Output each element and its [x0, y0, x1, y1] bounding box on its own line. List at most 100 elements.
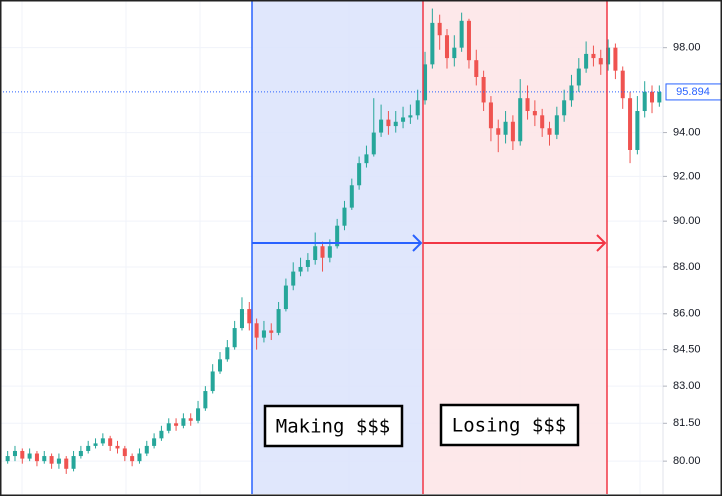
candle-body: [27, 453, 32, 459]
y-tick-label: 90.00: [673, 215, 701, 227]
candle-body: [239, 309, 244, 329]
candle-body: [130, 456, 135, 462]
candle-body: [298, 266, 303, 272]
candle-body: [510, 121, 515, 142]
candle-body: [606, 47, 611, 65]
candle-body: [518, 98, 523, 142]
candle-body: [64, 458, 69, 469]
candle-body: [576, 68, 581, 86]
candle-body: [71, 456, 76, 469]
candle-body: [320, 246, 325, 258]
candle-body: [174, 423, 179, 426]
candle-body: [386, 119, 391, 127]
candle-body: [547, 128, 552, 135]
candle-body: [181, 418, 186, 426]
annotation: Losing $$$: [452, 415, 566, 437]
candle-body: [225, 347, 230, 360]
candle-body: [115, 445, 120, 449]
candle-body: [525, 98, 530, 112]
candle-body: [261, 330, 266, 338]
candle-body: [635, 111, 640, 150]
y-tick-label: 98.00: [673, 42, 701, 54]
candle-body: [393, 121, 398, 127]
y-tick-label: 94.00: [673, 126, 701, 138]
candle-body: [613, 47, 618, 71]
candle-body: [591, 53, 596, 59]
candle-body: [554, 115, 559, 135]
candle-body: [620, 70, 625, 99]
candle-body: [108, 438, 113, 446]
y-tick-label: 81.50: [673, 417, 701, 429]
candle-body: [283, 285, 288, 310]
candle-body: [78, 450, 83, 457]
candle-body: [196, 408, 201, 421]
candle-body: [642, 91, 647, 112]
candle-body: [327, 246, 332, 258]
candle-body: [371, 132, 376, 155]
candle-body: [379, 119, 384, 133]
candle-body: [474, 60, 479, 77]
candle-body: [144, 445, 149, 454]
annotation: Making $$$: [276, 416, 390, 438]
candle-body: [342, 207, 347, 226]
candle-body: [254, 323, 259, 338]
candle-body: [628, 98, 633, 150]
candle-body: [401, 117, 406, 122]
candle-body: [210, 371, 215, 392]
candle-body: [166, 423, 171, 431]
candle-body: [349, 185, 354, 208]
candle-body: [657, 91, 662, 103]
candle-body: [269, 330, 274, 333]
candle-body: [335, 225, 340, 247]
y-tick-label: 92.00: [673, 170, 701, 182]
making-box: Making $$$: [263, 404, 404, 448]
candle-body: [481, 76, 486, 103]
candle-body: [152, 438, 157, 446]
y-tick-label: 84.50: [673, 344, 701, 356]
candle-body: [203, 391, 208, 409]
candle-body: [217, 359, 223, 372]
y-axis: 80.00 81.50 83.00 84.50 86.00 88.00 90.00 92.00…: [663, 42, 722, 467]
candle-body: [452, 47, 457, 59]
candle-body: [569, 85, 574, 101]
candle-body: [437, 22, 442, 36]
making-arrow: [252, 234, 423, 252]
candle-body: [188, 418, 193, 421]
candle-body: [540, 115, 545, 129]
candle-body: [466, 20, 471, 61]
candle-body: [444, 35, 450, 59]
price-axis: [663, 0, 722, 496]
candle-body: [584, 53, 589, 69]
candle-body: [503, 121, 508, 135]
candle-body: [459, 20, 464, 48]
candle-body: [137, 453, 142, 462]
losing-arrow: [423, 234, 607, 252]
arrow-head: [412, 234, 423, 252]
candle-body: [408, 115, 413, 118]
candle-body: [488, 102, 493, 129]
candle-body: [532, 111, 537, 116]
candle-body: [276, 309, 281, 333]
candle-body: [5, 456, 10, 462]
candle-body: [232, 328, 237, 348]
candle-body: [305, 260, 310, 267]
candle-body: [562, 100, 567, 116]
y-tick-label: 86.00: [673, 308, 701, 320]
candle-body: [423, 64, 428, 101]
y-tick-label: 88.00: [673, 261, 701, 273]
candle-body: [12, 450, 17, 457]
candle-body: [598, 58, 603, 65]
candle-body: [34, 453, 39, 462]
candle-body: [357, 163, 362, 186]
candle-body: [247, 309, 252, 324]
candle-body: [20, 450, 25, 459]
candle-body: [650, 91, 655, 103]
candle-body: [313, 246, 318, 261]
losing-box: Losing $$$: [439, 403, 580, 447]
y-tick-label: 80.00: [673, 455, 701, 467]
candle-body: [86, 445, 91, 451]
annotation-box: [439, 403, 580, 447]
